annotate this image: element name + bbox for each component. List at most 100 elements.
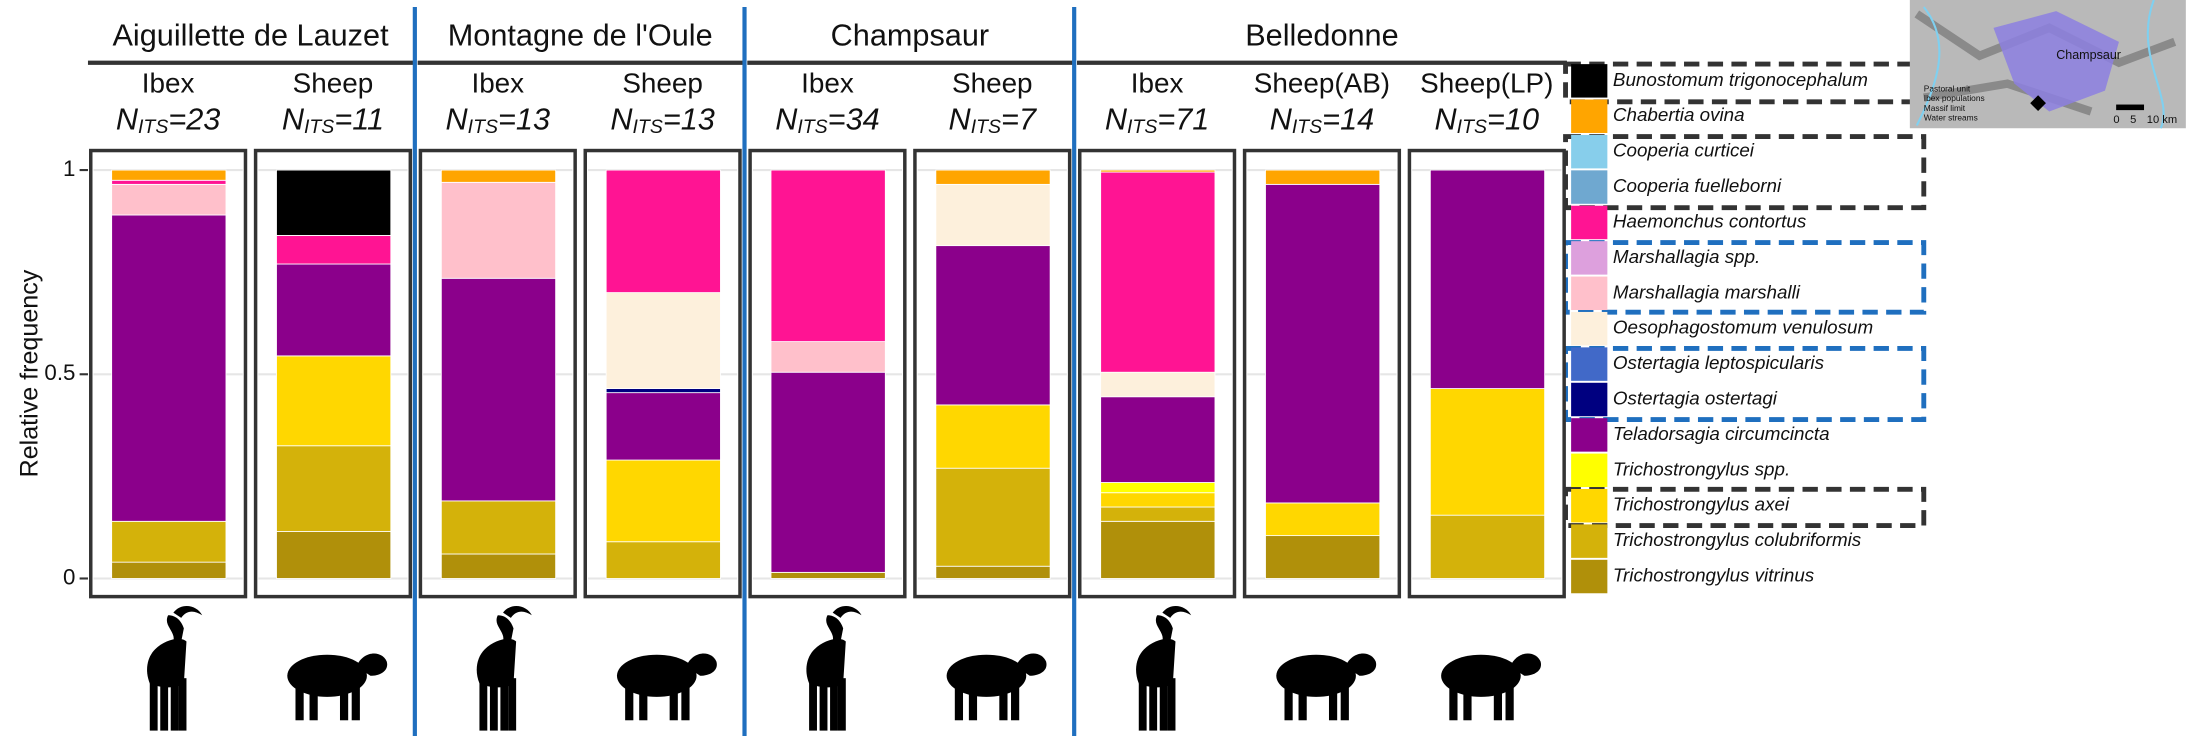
n-value: 13	[681, 102, 715, 136]
map-scale-label: 10 km	[2147, 114, 2177, 126]
bar-segment	[440, 500, 557, 555]
bar-segment	[1100, 396, 1216, 483]
map-region	[1993, 11, 2119, 112]
legend-label: Ostertagia leptospicularis	[1613, 352, 1825, 373]
n-equals: =	[1487, 102, 1505, 136]
legend-swatch	[1571, 559, 1608, 594]
bar-segment	[111, 214, 227, 522]
bar-segment	[1100, 492, 1216, 508]
n-value: 13	[516, 102, 550, 136]
bar-segment	[1429, 388, 1546, 516]
bar-segment	[276, 355, 392, 447]
bar-segment	[605, 388, 721, 394]
sample-size: NITS=23	[116, 102, 221, 138]
bar-segment	[1100, 482, 1216, 494]
n-symbol: N	[116, 102, 139, 136]
bar-segment	[276, 234, 392, 265]
legend-swatch	[1571, 382, 1608, 417]
map-scale-bar	[2116, 104, 2145, 111]
n-subscript: ITS	[1292, 116, 1322, 138]
legend-swatch	[1571, 241, 1608, 275]
n-equals: =	[334, 102, 352, 136]
n-symbol: N	[1435, 102, 1458, 136]
legend-label: Trichostrongylus spp.	[1613, 458, 1790, 479]
bar-segment	[770, 341, 886, 373]
panel-label: Sheep	[952, 67, 1033, 98]
map-scale-label: 0	[2113, 114, 2119, 126]
legend-label: Oesophagostomum venulosum	[1613, 317, 1873, 338]
n-equals: =	[498, 102, 516, 136]
n-subscript: ITS	[304, 116, 334, 138]
map-legend-label: Ibex populations	[1924, 93, 1985, 103]
legend-label: Marshallagia marshalli	[1613, 281, 1801, 302]
legend-swatch	[1571, 488, 1608, 523]
legend-label: Trichostrongylus colubriformis	[1613, 529, 1862, 550]
n-symbol: N	[282, 102, 305, 136]
sample-size: NITS=13	[446, 102, 550, 138]
panel-label: Ibex	[142, 67, 195, 98]
map-legend-label: Massif limit	[1924, 103, 1966, 113]
legend-swatch	[1571, 99, 1608, 133]
panel-label: Ibex	[1131, 67, 1184, 98]
sample-size: NITS=13	[610, 102, 715, 138]
bar-segment	[1100, 520, 1216, 579]
bar-segment	[770, 571, 886, 579]
panel-frame	[1078, 148, 1237, 599]
bar-segment	[111, 169, 227, 181]
legend-swatch	[1571, 347, 1608, 381]
panel-frame	[1407, 148, 1566, 599]
legend-label: Chabertia ovina	[1613, 104, 1745, 125]
n-equals: =	[1001, 102, 1019, 136]
legend-label: Cooperia curticei	[1613, 140, 1755, 161]
bar-segment	[1265, 535, 1381, 579]
n-subscript: ITS	[633, 116, 663, 138]
n-symbol: N	[610, 102, 633, 136]
bar-segment	[276, 263, 392, 357]
bar-segment	[1100, 169, 1216, 173]
bar-segment	[1265, 502, 1381, 537]
map-inset: Champsaur	[1909, 0, 2186, 129]
map-legend-label: Pastoral unit	[1924, 83, 1971, 93]
bar-segment	[935, 169, 1051, 185]
n-value: 71	[1175, 102, 1209, 136]
bar-segment	[935, 565, 1051, 579]
bar-segment	[935, 183, 1051, 247]
n-subscript: ITS	[138, 116, 168, 138]
y-tick-label: 1	[63, 156, 75, 181]
legend-frame	[1563, 61, 1927, 105]
bar-segment	[1265, 169, 1381, 185]
n-equals: =	[828, 102, 846, 136]
n-symbol: N	[775, 102, 798, 136]
panel-label: Ibex	[471, 67, 524, 98]
sample-size: NITS=71	[1105, 102, 1210, 138]
bar-segment	[276, 445, 392, 532]
legend-swatch	[1571, 205, 1608, 240]
n-value: 34	[846, 102, 880, 136]
bar-segment	[1265, 183, 1381, 504]
n-equals: =	[168, 102, 186, 136]
legend-frame	[1563, 134, 1927, 211]
bar-segment	[440, 277, 557, 502]
n-subscript: ITS	[971, 116, 1001, 138]
n-value: 10	[1505, 102, 1539, 136]
group-title: Champsaur	[831, 19, 989, 53]
n-value: 7	[1019, 102, 1037, 136]
legend-label: Teladorsagia circumcincta	[1613, 423, 1830, 444]
bar-segment	[605, 459, 721, 543]
bar-segment	[1429, 169, 1546, 389]
n-equals: =	[663, 102, 681, 136]
legend-swatch	[1571, 524, 1608, 558]
bar-segment	[111, 183, 227, 216]
sample-size: NITS=11	[282, 102, 384, 138]
legend-swatch	[1571, 134, 1608, 169]
legend-swatch	[1571, 276, 1608, 311]
bar-segment	[111, 520, 227, 563]
legend-label: Bunostomum trigonocephalum	[1613, 69, 1868, 90]
legend-label: Marshallagia spp.	[1613, 246, 1760, 267]
legend-label: Trichostrongylus vitrinus	[1613, 565, 1815, 586]
bar-segment	[440, 169, 557, 183]
legend-label: Trichostrongylus axei	[1613, 494, 1790, 515]
bar-segment	[605, 541, 721, 579]
